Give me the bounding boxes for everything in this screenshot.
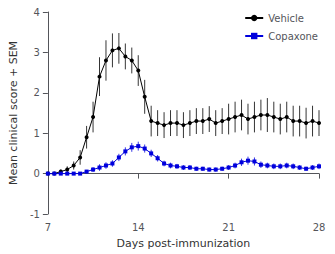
svg-text:Mean clinical score + SEM: Mean clinical score + SEM bbox=[7, 41, 20, 185]
svg-text:4: 4 bbox=[33, 7, 39, 18]
svg-text:3: 3 bbox=[33, 47, 39, 58]
svg-text:Copaxone: Copaxone bbox=[268, 31, 318, 42]
svg-text:1: 1 bbox=[33, 128, 39, 139]
svg-text:2: 2 bbox=[33, 87, 39, 98]
svg-text:7: 7 bbox=[45, 222, 51, 233]
svg-text:-1: -1 bbox=[30, 209, 40, 220]
svg-text:14: 14 bbox=[132, 222, 145, 233]
svg-text:Vehicle: Vehicle bbox=[268, 13, 304, 24]
svg-text:21: 21 bbox=[222, 222, 235, 233]
svg-text:0: 0 bbox=[33, 168, 39, 179]
svg-text:Days post-immunization: Days post-immunization bbox=[117, 237, 251, 250]
svg-text:28: 28 bbox=[313, 222, 326, 233]
